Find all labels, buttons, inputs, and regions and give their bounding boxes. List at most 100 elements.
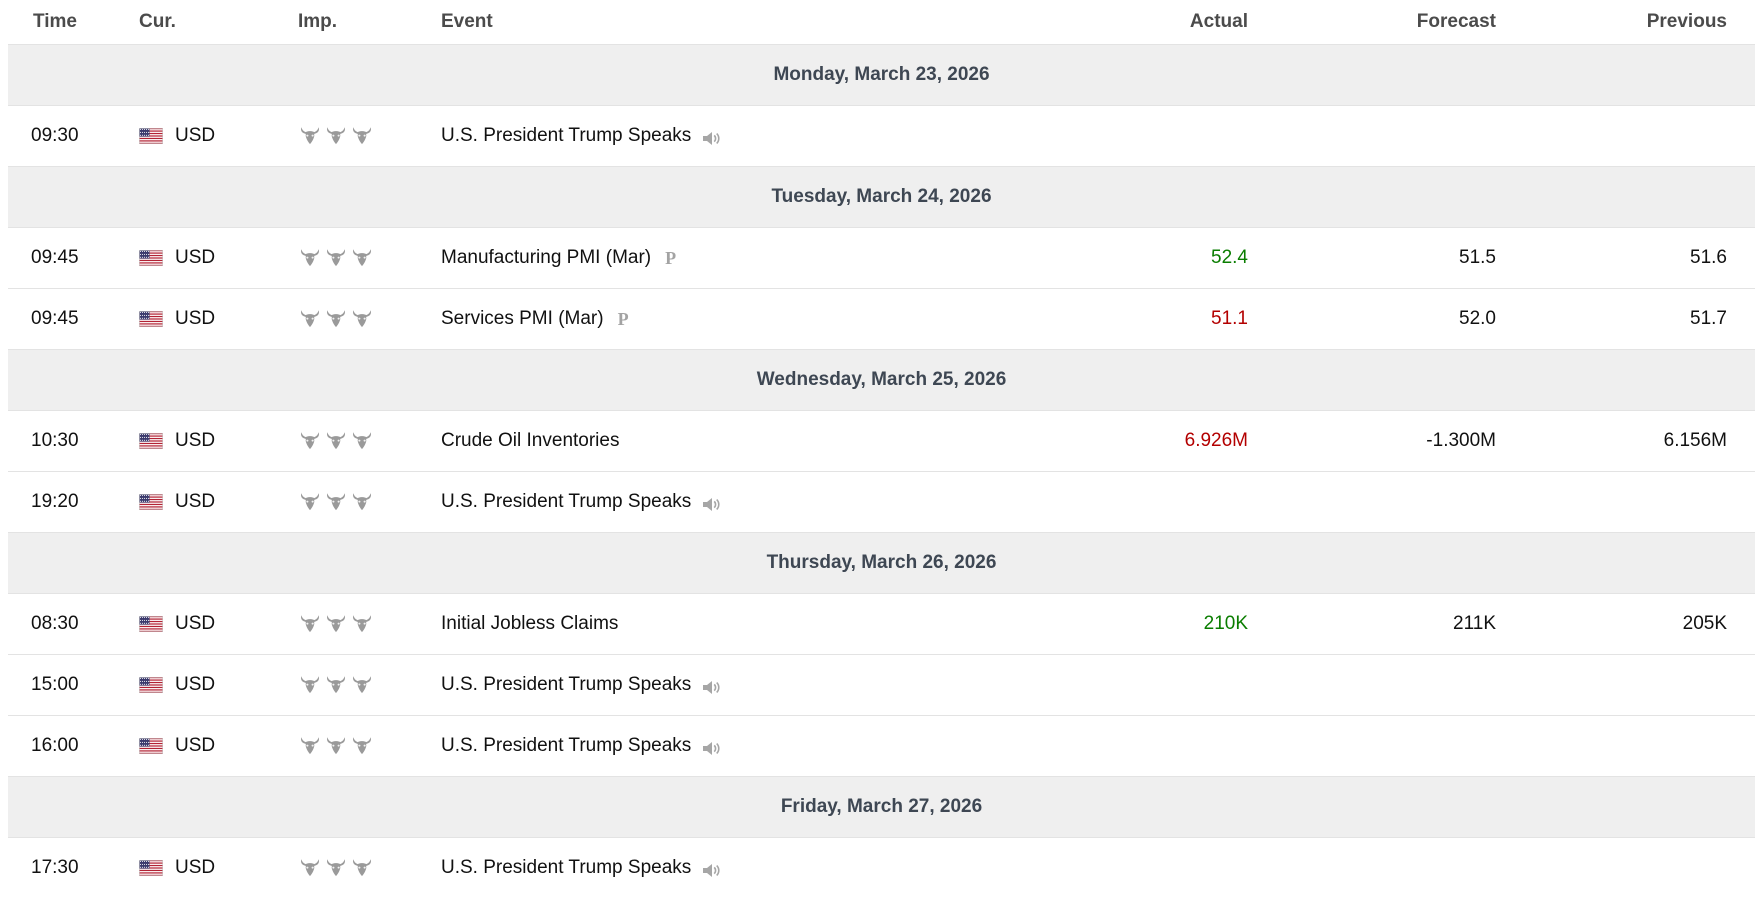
currency-code: USD	[175, 430, 216, 451]
event-name-link[interactable]: U.S. President Trump Speaks	[441, 125, 692, 146]
previous-value: 51.7	[1690, 308, 1727, 329]
previous-value: 51.6	[1690, 247, 1727, 268]
bull-icon	[350, 736, 374, 757]
event-name-link[interactable]: Initial Jobless Claims	[441, 613, 619, 634]
bull-icon	[324, 248, 348, 269]
event-name-link[interactable]: Services PMI (Mar)	[441, 308, 604, 329]
event-importance	[298, 838, 441, 899]
day-header-label: Wednesday, March 25, 2026	[8, 349, 1755, 411]
event-cell: Crude Oil Inventories	[441, 411, 991, 472]
calendar-body: Monday, March 23, 2026 09:30 USD U.S. Presi…	[8, 44, 1755, 899]
bull-icon	[324, 736, 348, 757]
event-time: 19:20	[31, 491, 79, 512]
event-time: 16:00	[31, 735, 79, 756]
forecast-value	[1248, 472, 1496, 533]
day-header-row: Wednesday, March 25, 2026	[8, 349, 1755, 411]
event-currency: USD	[139, 838, 298, 899]
bull-icon	[298, 858, 322, 879]
event-name-link[interactable]: U.S. President Trump Speaks	[441, 735, 692, 756]
us-flag-icon	[139, 433, 163, 449]
event-row: 09:45 USD Manufacturing PMI (Mar) P 52.4 51.5…	[8, 227, 1755, 289]
event-name-link[interactable]: U.S. President Trump Speaks	[441, 491, 692, 512]
event-time: 09:45	[31, 308, 79, 329]
bull-icon	[324, 492, 348, 513]
event-currency: USD	[139, 411, 298, 472]
event-importance	[298, 655, 441, 716]
bull-icon	[324, 858, 348, 879]
speaker-icon	[702, 131, 722, 146]
event-row: 15:00 USD U.S. President Trump Speaks	[8, 654, 1755, 716]
event-importance	[298, 106, 441, 167]
event-cell: U.S. President Trump Speaks	[441, 716, 991, 777]
speaker-icon	[702, 863, 722, 878]
actual-value: 52.4	[1211, 247, 1248, 268]
event-currency: USD	[139, 655, 298, 716]
event-currency: USD	[139, 228, 298, 289]
event-currency: USD	[139, 716, 298, 777]
actual-value: 210K	[1203, 613, 1248, 634]
bull-icon	[350, 309, 374, 330]
event-cell: Initial Jobless Claims	[441, 594, 991, 655]
day-header-label: Friday, March 27, 2026	[8, 776, 1755, 838]
currency-code: USD	[175, 857, 216, 878]
forecast-value	[1248, 655, 1496, 716]
event-name-link[interactable]: Manufacturing PMI (Mar)	[441, 247, 652, 268]
event-time: 17:30	[31, 857, 79, 878]
previous-value	[1496, 106, 1755, 167]
bull-icon	[298, 248, 322, 269]
column-header-forecast: Forecast	[1248, 0, 1496, 45]
column-header-actual: Actual	[991, 0, 1248, 45]
column-header-event: Event	[441, 0, 991, 45]
event-importance	[298, 594, 441, 655]
us-flag-icon	[139, 494, 163, 510]
bull-icon	[298, 614, 322, 635]
bull-icon	[298, 431, 322, 452]
event-currency: USD	[139, 472, 298, 533]
actual-value	[991, 655, 1248, 716]
actual-value	[991, 716, 1248, 777]
bull-icon	[298, 309, 322, 330]
event-cell: U.S. President Trump Speaks	[441, 655, 991, 716]
currency-code: USD	[175, 247, 216, 268]
actual-value: 51.1	[1211, 308, 1248, 329]
column-header-time: Time	[8, 0, 139, 45]
event-currency: USD	[139, 289, 298, 350]
us-flag-icon	[139, 677, 163, 693]
event-name-link[interactable]: U.S. President Trump Speaks	[441, 857, 692, 878]
column-header-importance: Imp.	[298, 0, 441, 45]
forecast-value: 52.0	[1459, 308, 1496, 329]
column-header-currency: Cur.	[139, 0, 298, 45]
bull-icon	[350, 248, 374, 269]
actual-value	[991, 106, 1248, 167]
event-time: 15:00	[31, 674, 79, 695]
event-name-link[interactable]: Crude Oil Inventories	[441, 430, 620, 451]
event-time: 09:45	[31, 247, 79, 268]
day-header-row: Thursday, March 26, 2026	[8, 532, 1755, 594]
bull-icon	[350, 431, 374, 452]
event-cell: U.S. President Trump Speaks	[441, 472, 991, 533]
us-flag-icon	[139, 250, 163, 266]
forecast-value: -1.300M	[1426, 430, 1496, 451]
us-flag-icon	[139, 311, 163, 327]
event-row: 08:30 USD Initial Jobless Claims 210K 211K 20…	[8, 593, 1755, 655]
previous-value	[1496, 838, 1755, 899]
currency-code: USD	[175, 613, 216, 634]
us-flag-icon	[139, 738, 163, 754]
currency-code: USD	[175, 308, 216, 329]
forecast-value	[1248, 106, 1496, 167]
speaker-icon	[702, 680, 722, 695]
event-time: 09:30	[31, 125, 79, 146]
event-time: 08:30	[31, 613, 79, 634]
forecast-value: 211K	[1453, 613, 1496, 634]
bull-icon	[298, 492, 322, 513]
event-time: 10:30	[31, 430, 79, 451]
bull-icon	[298, 126, 322, 147]
event-cell: Services PMI (Mar) P	[441, 289, 991, 350]
forecast-value	[1248, 838, 1496, 899]
bull-icon	[350, 675, 374, 696]
event-importance	[298, 411, 441, 472]
bull-icon	[324, 431, 348, 452]
event-importance	[298, 472, 441, 533]
event-name-link[interactable]: U.S. President Trump Speaks	[441, 674, 692, 695]
event-row: 09:30 USD U.S. President Trump Speaks	[8, 105, 1755, 167]
